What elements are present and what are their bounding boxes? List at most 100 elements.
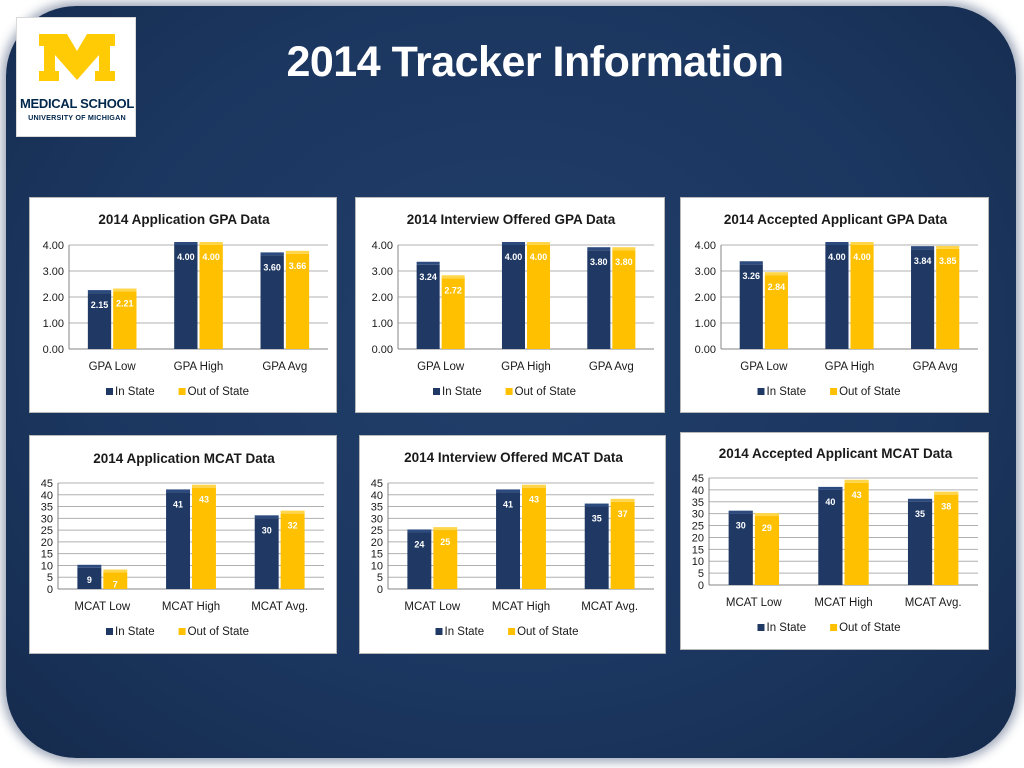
- y-tick-label: 2.00: [372, 292, 393, 304]
- y-tick-label: 20: [692, 532, 704, 544]
- data-label-in-state-mcat-low: 9: [87, 575, 92, 585]
- bar-top-out-of-state-gpa-high: [527, 242, 551, 245]
- bar-top-out-of-state-gpa-low: [764, 272, 788, 276]
- data-label-out-of-state-gpa-low: 2.84: [768, 282, 786, 292]
- bar-in-state-gpa-high: [174, 245, 198, 349]
- y-tick-label: 10: [692, 556, 704, 568]
- bar-out-of-state-gpa-high: [850, 245, 874, 349]
- y-tick-label: 10: [41, 560, 53, 572]
- category-label: MCAT High: [492, 601, 550, 613]
- legend-swatch-out-of-state: [830, 388, 838, 395]
- chart-title: 2014 Accepted Applicant MCAT Data: [719, 446, 953, 461]
- category-label: GPA High: [174, 361, 224, 373]
- bar-top-out-of-state-mcat-low: [754, 513, 780, 517]
- bar-out-of-state-gpa-high: [199, 245, 223, 349]
- y-tick-label: 30: [692, 509, 704, 521]
- legend-label-in-state: In State: [115, 626, 155, 638]
- y-tick-label: 0: [377, 584, 383, 596]
- bar-out-of-state-gpa-low: [441, 278, 465, 349]
- data-label-in-state-mcat-avg: 35: [592, 514, 602, 524]
- y-tick-label: 40: [692, 485, 704, 497]
- logo-medical-school-text: MEDICAL SCHOOL: [19, 96, 134, 111]
- chart-panel-accepted-mcat: 2014 Accepted Applicant MCAT Data 0 5 10 15 2…: [680, 432, 989, 650]
- legend-swatch-out-of-state: [508, 628, 516, 635]
- y-tick-label: 0: [47, 584, 53, 596]
- bar-top-out-of-state-gpa-low: [113, 288, 137, 292]
- bar-top-out-of-state-mcat-low: [103, 569, 128, 573]
- logo-university-text: UNIVERSITY OF MICHIGAN: [28, 113, 126, 122]
- data-label-out-of-state-mcat-low: 25: [440, 537, 450, 547]
- y-tick-label: 45: [692, 473, 704, 485]
- bar-in-state-mcat-high: [496, 492, 520, 589]
- legend-label-out-of-state: Out of State: [839, 386, 900, 398]
- category-label: GPA Avg: [913, 361, 958, 373]
- block-m-shape: [39, 34, 115, 81]
- bar-top-out-of-state-gpa-high: [199, 242, 223, 245]
- legend-label-in-state: In State: [115, 386, 155, 398]
- data-label-in-state-gpa-avg: 3.84: [914, 256, 932, 266]
- data-label-out-of-state-gpa-avg: 3.66: [289, 261, 307, 271]
- y-tick-label: 35: [371, 502, 383, 514]
- bar-top-out-of-state-mcat-high: [844, 479, 869, 483]
- category-label: MCAT High: [162, 601, 220, 613]
- legend-swatch-out-of-state: [830, 624, 838, 631]
- bar-out-of-state-gpa-low: [113, 291, 137, 349]
- legend-label-out-of-state: Out of State: [517, 626, 578, 638]
- legend-label-in-state: In State: [445, 626, 485, 638]
- y-tick-label: 5: [698, 568, 704, 580]
- bar-top-in-state-mcat-high: [496, 489, 520, 493]
- y-tick-label: 35: [692, 497, 704, 509]
- bar-in-state-gpa-low: [416, 264, 440, 349]
- bar-top-in-state-gpa-low: [87, 290, 112, 294]
- data-label-in-state-mcat-avg: 35: [915, 509, 925, 519]
- y-tick-label: 45: [41, 478, 53, 490]
- chart-panel-application-gpa: 2014 Application GPA Data 0.00 1.00 2.00 3.0…: [29, 197, 337, 413]
- bar-in-state-mcat-low: [728, 513, 753, 585]
- bar-in-state-gpa-avg: [911, 249, 935, 349]
- y-tick-label: 0.00: [372, 344, 393, 356]
- michigan-medical-school-logo: MEDICAL SCHOOL UNIVERSITY OF MICHIGAN: [16, 17, 136, 137]
- bar-in-state-gpa-low: [739, 264, 763, 349]
- bar-top-in-state-mcat-high: [166, 489, 190, 493]
- bar-top-out-of-state-gpa-avg: [936, 245, 960, 249]
- category-label: GPA Low: [740, 361, 788, 373]
- bar-top-out-of-state-gpa-avg: [612, 247, 636, 251]
- y-tick-label: 15: [692, 544, 704, 556]
- y-tick-label: 1.00: [695, 318, 716, 330]
- bar-in-state-mcat-avg: [584, 506, 609, 589]
- y-tick-label: 35: [41, 502, 53, 514]
- legend-label-in-state: In State: [767, 622, 807, 634]
- bar-out-of-state-mcat-low: [433, 530, 458, 589]
- category-label: MCAT Low: [726, 597, 783, 609]
- data-label-out-of-state-gpa-high: 4.00: [202, 252, 220, 262]
- bar-top-out-of-state-mcat-avg: [610, 498, 635, 502]
- chart-svg-application-mcat: 2014 Application MCAT Data05101520253035…: [41, 451, 324, 638]
- block-m-icon: [39, 34, 115, 81]
- data-label-out-of-state-mcat-avg: 37: [618, 509, 628, 519]
- legend-label-out-of-state: Out of State: [515, 386, 576, 398]
- bar-in-state-gpa-low: [87, 293, 112, 349]
- bar-out-of-state-mcat-avg: [610, 501, 635, 589]
- chart-panel-interview-mcat: 2014 Interview Offered MCAT Data 0 5 10 15 20…: [359, 435, 666, 654]
- data-label-in-state-gpa-high: 4.00: [828, 252, 846, 262]
- data-label-in-state-gpa-low: 3.26: [743, 271, 761, 281]
- legend-label-out-of-state: Out of State: [839, 622, 900, 634]
- chart-svg-application-gpa: 2014 Application GPA Data 0.00 1.00 2.00 3.0…: [43, 212, 328, 398]
- y-tick-label: 5: [47, 572, 53, 584]
- bar-out-of-state-gpa-avg: [612, 250, 636, 349]
- legend-swatch-out-of-state: [505, 388, 513, 395]
- data-label-in-state-gpa-low: 2.15: [91, 300, 109, 310]
- bar-top-in-state-mcat-low: [728, 510, 753, 514]
- y-tick-label: 0: [698, 580, 704, 592]
- data-label-in-state-gpa-avg: 3.80: [590, 257, 608, 267]
- category-label: MCAT Low: [74, 601, 131, 613]
- category-label: GPA Avg: [589, 361, 634, 373]
- bar-top-in-state-gpa-avg: [911, 246, 935, 250]
- y-tick-label: 0.00: [695, 344, 716, 356]
- legend-label-in-state: In State: [442, 386, 482, 398]
- legend-swatch-in-state: [106, 388, 113, 395]
- legend-swatch-in-state: [435, 628, 443, 635]
- y-tick-label: 20: [371, 537, 383, 549]
- y-tick-label: 1.00: [43, 318, 64, 330]
- bar-in-state-gpa-avg: [260, 255, 284, 349]
